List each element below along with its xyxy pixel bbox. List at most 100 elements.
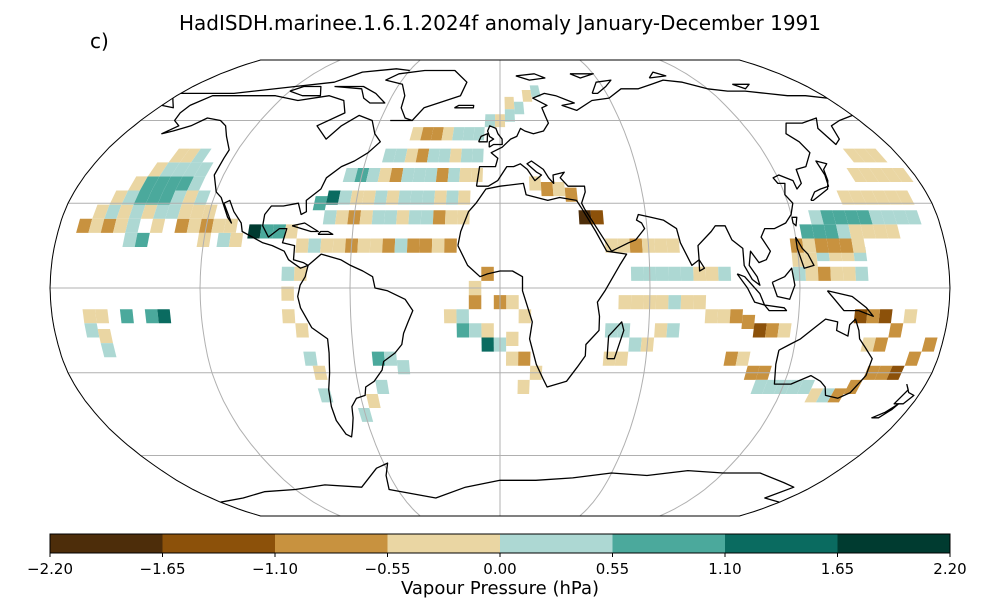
grid-cell [100, 343, 117, 358]
grid-cell [182, 162, 203, 177]
grid-cell [618, 295, 632, 310]
grid-cell [693, 266, 707, 281]
grid-cell [116, 204, 134, 219]
grid-cell [170, 162, 192, 177]
grid-cell [529, 85, 541, 97]
grid-cell [419, 238, 433, 253]
grid-cell [811, 224, 827, 239]
grid-cell [459, 168, 472, 182]
coastline [591, 79, 612, 95]
grid-cell [832, 210, 849, 225]
grid-cell [564, 187, 578, 202]
grid-cell [181, 190, 199, 205]
grid-cell [175, 176, 194, 191]
grid-cell [836, 224, 852, 239]
grid-cell [432, 210, 446, 225]
grid-cell [259, 224, 274, 239]
grid-cell [473, 127, 485, 141]
grid-cell [872, 337, 889, 352]
grid-cell [777, 323, 792, 338]
coastline [732, 83, 750, 90]
grid-cell [443, 309, 457, 324]
grid-cell [844, 210, 861, 225]
colorbar-tick-label: 0.55 [596, 560, 629, 578]
grid-cell [808, 210, 824, 225]
grid-cell [303, 351, 318, 366]
coastline [289, 85, 322, 97]
grid-cell [144, 309, 159, 324]
coastline [893, 383, 915, 405]
colorbar-tick-label: 0.00 [483, 560, 516, 578]
grid-cell [335, 210, 349, 225]
grid-cell [377, 168, 393, 182]
grid-cell [382, 148, 397, 163]
grid-cell [147, 162, 169, 177]
colorbar-segment [387, 534, 501, 553]
grid-cell [366, 394, 381, 408]
colorbar: −2.20 −1.65 −1.10 −0.55 0.00 0.55 1.10 1.65 2.20 [27, 533, 967, 578]
colorbar-segment [275, 534, 388, 553]
grid-cell [385, 190, 400, 205]
grid-cell [717, 309, 731, 324]
colorbar-segment [162, 534, 276, 553]
grid-cell [211, 218, 227, 233]
grid-cell [517, 379, 530, 394]
grid-cell [281, 309, 296, 324]
coastline [763, 304, 788, 312]
grid-cell [693, 295, 707, 310]
grid-cell [320, 238, 334, 253]
grid-cell [860, 224, 876, 239]
grid-cell [456, 309, 469, 324]
grid-cell [168, 148, 190, 163]
grid-cell [421, 190, 436, 205]
grid-cell [383, 351, 398, 366]
grid-cell [666, 323, 680, 338]
grid-cell [552, 182, 566, 197]
grid-cell [504, 109, 515, 122]
colorbar-tick-label: −1.10 [252, 560, 298, 578]
coastline [180, 68, 410, 95]
grid-cell [878, 309, 893, 324]
grid-cell [149, 218, 166, 233]
grid-cell [95, 309, 110, 324]
grid-cell [433, 190, 447, 205]
anomaly-cells [76, 85, 938, 422]
grid-cell [325, 190, 341, 205]
grid-cell [839, 238, 854, 253]
grid-cell [342, 168, 358, 182]
grid-cell [630, 266, 644, 281]
coastline [317, 230, 334, 235]
grid-cell [125, 218, 141, 233]
grid-cell [506, 331, 519, 346]
grid-cell [445, 210, 458, 225]
grid-cell [145, 190, 164, 205]
grid-cell [752, 323, 767, 338]
grid-cell [389, 168, 404, 182]
grid-cell [139, 176, 160, 191]
grid-cell [151, 176, 171, 191]
grid-cell [506, 295, 519, 310]
grid-cell [883, 190, 903, 205]
grid-cell [855, 266, 869, 281]
coastline [810, 160, 830, 202]
grid-cell [470, 168, 483, 182]
grid-cell [293, 266, 307, 281]
grid-cell [193, 190, 211, 205]
grid-cell [383, 210, 398, 225]
grid-cell [452, 127, 465, 141]
grid-cell [435, 168, 449, 182]
grid-cell [868, 210, 885, 225]
grid-cell [97, 329, 113, 344]
coastline [736, 273, 766, 306]
grid-cell [456, 323, 470, 338]
coastline [475, 79, 828, 187]
grid-cell [104, 204, 122, 219]
grid-cell [457, 190, 471, 205]
grid-cell [431, 238, 445, 253]
coastline [476, 114, 853, 286]
coastline [569, 73, 594, 79]
colorbar-tick-label: 2.20 [933, 560, 966, 578]
grid-cell [860, 337, 876, 352]
grid-cell [506, 351, 519, 366]
coastline [385, 69, 468, 122]
